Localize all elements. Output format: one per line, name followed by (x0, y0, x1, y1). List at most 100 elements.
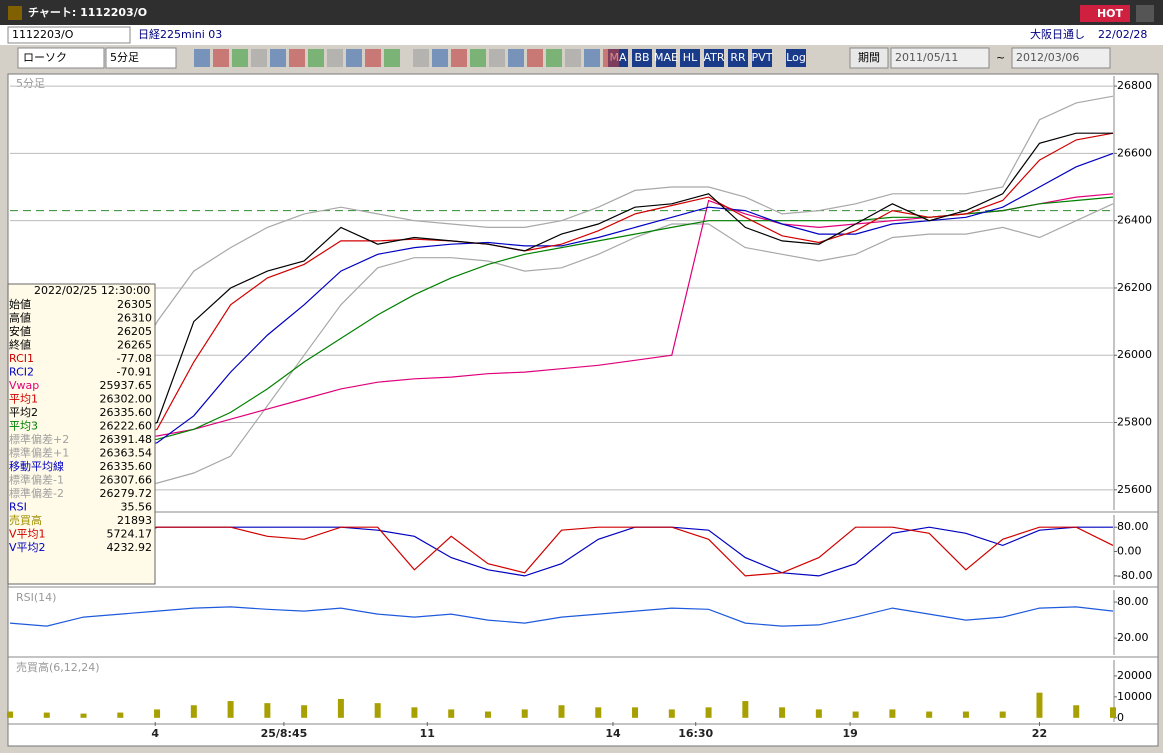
info-label: V平均1 (9, 528, 46, 541)
hot-button[interactable] (1080, 5, 1130, 22)
toolbar-button[interactable] (489, 49, 505, 67)
info-value: 26391.48 (100, 433, 153, 446)
volume-bar (1073, 705, 1080, 718)
toolbar-button[interactable] (308, 49, 324, 67)
toolbar-icon[interactable] (728, 49, 748, 67)
to-date: 2012/03/06 (1016, 51, 1079, 64)
toolbar-button[interactable] (270, 49, 286, 67)
panel-label: 売買高(6,12,24) (16, 660, 100, 674)
toolbar-button[interactable] (213, 49, 229, 67)
volume-bar (80, 713, 87, 718)
date: 22/02/28 (1098, 28, 1147, 41)
toolbar-button[interactable] (384, 49, 400, 67)
info-value: 4232.92 (107, 541, 153, 554)
toolbar-button[interactable] (527, 49, 543, 67)
code-input[interactable] (7, 26, 131, 44)
toolbar-icon[interactable] (704, 49, 724, 67)
interval-select[interactable] (105, 47, 177, 69)
volume-bar (337, 698, 344, 718)
volume-bar (117, 712, 124, 718)
from-input[interactable] (890, 47, 990, 69)
volume-bar (43, 712, 50, 718)
toolbar-button[interactable] (327, 49, 343, 67)
info-label: 平均2 (9, 406, 38, 419)
volume-bar (301, 705, 308, 718)
y-tick-label: 0 (1117, 711, 1124, 724)
toolbar-button[interactable] (508, 49, 524, 67)
volume-bar (779, 707, 786, 718)
volume-bar (227, 701, 234, 718)
volume-bar (411, 707, 418, 718)
x-tick-label: 11 (420, 727, 435, 740)
series-line (9, 606, 1114, 627)
info-box (7, 283, 156, 585)
volume-bar (852, 711, 859, 718)
volume-bar (521, 709, 528, 718)
toolbar-button[interactable] (432, 49, 448, 67)
info-label: V平均2 (9, 541, 46, 554)
info-value: 26363.54 (100, 447, 153, 460)
volume-bar (7, 711, 13, 718)
hot-label[interactable]: HOT (1097, 7, 1124, 20)
toolbar-button[interactable] (565, 49, 581, 67)
toolbar-button[interactable] (603, 49, 619, 67)
series-line (9, 526, 1114, 577)
toolbar-icon[interactable] (680, 49, 700, 67)
info-label: 高値 (9, 311, 31, 325)
toolbar-icon[interactable] (786, 49, 806, 67)
toolbar-icon[interactable] (752, 49, 772, 67)
chart-type: ローソク (23, 51, 67, 64)
info-value: 5724.17 (107, 528, 153, 541)
interval: 5分足 (110, 51, 139, 64)
info-value: -77.08 (117, 352, 152, 365)
toolbar-button[interactable] (584, 49, 600, 67)
toolbar-button[interactable] (413, 49, 429, 67)
toolbar-icon[interactable] (656, 49, 676, 67)
to-input[interactable] (1011, 47, 1111, 69)
window-title: チャート: 1112203/O (28, 6, 147, 19)
toolbar-icon-label: BB (634, 51, 649, 64)
toolbar-button[interactable] (346, 49, 362, 67)
toolbar-button[interactable] (451, 49, 467, 67)
y-tick-label: 25600 (1117, 483, 1152, 496)
period-label: 期間 (858, 51, 880, 64)
toolbar-button[interactable] (251, 49, 267, 67)
info-date: 2022/02/25 12:30:00 (34, 284, 150, 297)
info-value: 35.56 (121, 501, 153, 514)
y-tick-label: 80.00 (1117, 520, 1149, 533)
volume-bar (668, 709, 675, 718)
close-button[interactable] (1136, 5, 1154, 22)
volume-bar (448, 709, 455, 718)
y-tick-label: 20.00 (1117, 631, 1149, 644)
period-button[interactable] (849, 47, 889, 69)
volume-bar (815, 709, 822, 718)
x-tick-label: 22 (1032, 727, 1047, 740)
y-tick-label: 0.00 (1117, 545, 1142, 558)
volume-bar (889, 709, 896, 718)
info-label: 標準偏差+1 (9, 446, 69, 460)
toolbar-button[interactable] (194, 49, 210, 67)
toolbar-button[interactable] (232, 49, 248, 67)
info-value: 26335.60 (100, 406, 153, 419)
info-value: 26307.66 (100, 474, 153, 487)
info-label: Vwap (9, 379, 39, 392)
toolbar-button[interactable] (365, 49, 381, 67)
info-label: 標準偏差-1 (9, 473, 64, 487)
volume-bar (264, 703, 271, 718)
toolbar-button[interactable] (546, 49, 562, 67)
info-label: 標準偏差+2 (9, 432, 69, 446)
volume-bar (962, 711, 969, 718)
toolbar-icon-label: ATR (703, 51, 724, 64)
info-value: 26265 (117, 339, 152, 352)
y-tick-label: -80.00 (1117, 569, 1152, 582)
toolbar-button[interactable] (470, 49, 486, 67)
chart-type-select[interactable] (17, 47, 105, 69)
info-value: -70.91 (117, 366, 152, 379)
panel-label: 5分足 (16, 77, 45, 90)
toolbar-icon[interactable] (632, 49, 652, 67)
toolbar-button[interactable] (289, 49, 305, 67)
y-tick-label: 80.00 (1117, 595, 1149, 608)
info-value: 26279.72 (100, 487, 153, 500)
info-label: 終値 (9, 338, 31, 352)
y-tick-label: 26000 (1117, 348, 1152, 361)
